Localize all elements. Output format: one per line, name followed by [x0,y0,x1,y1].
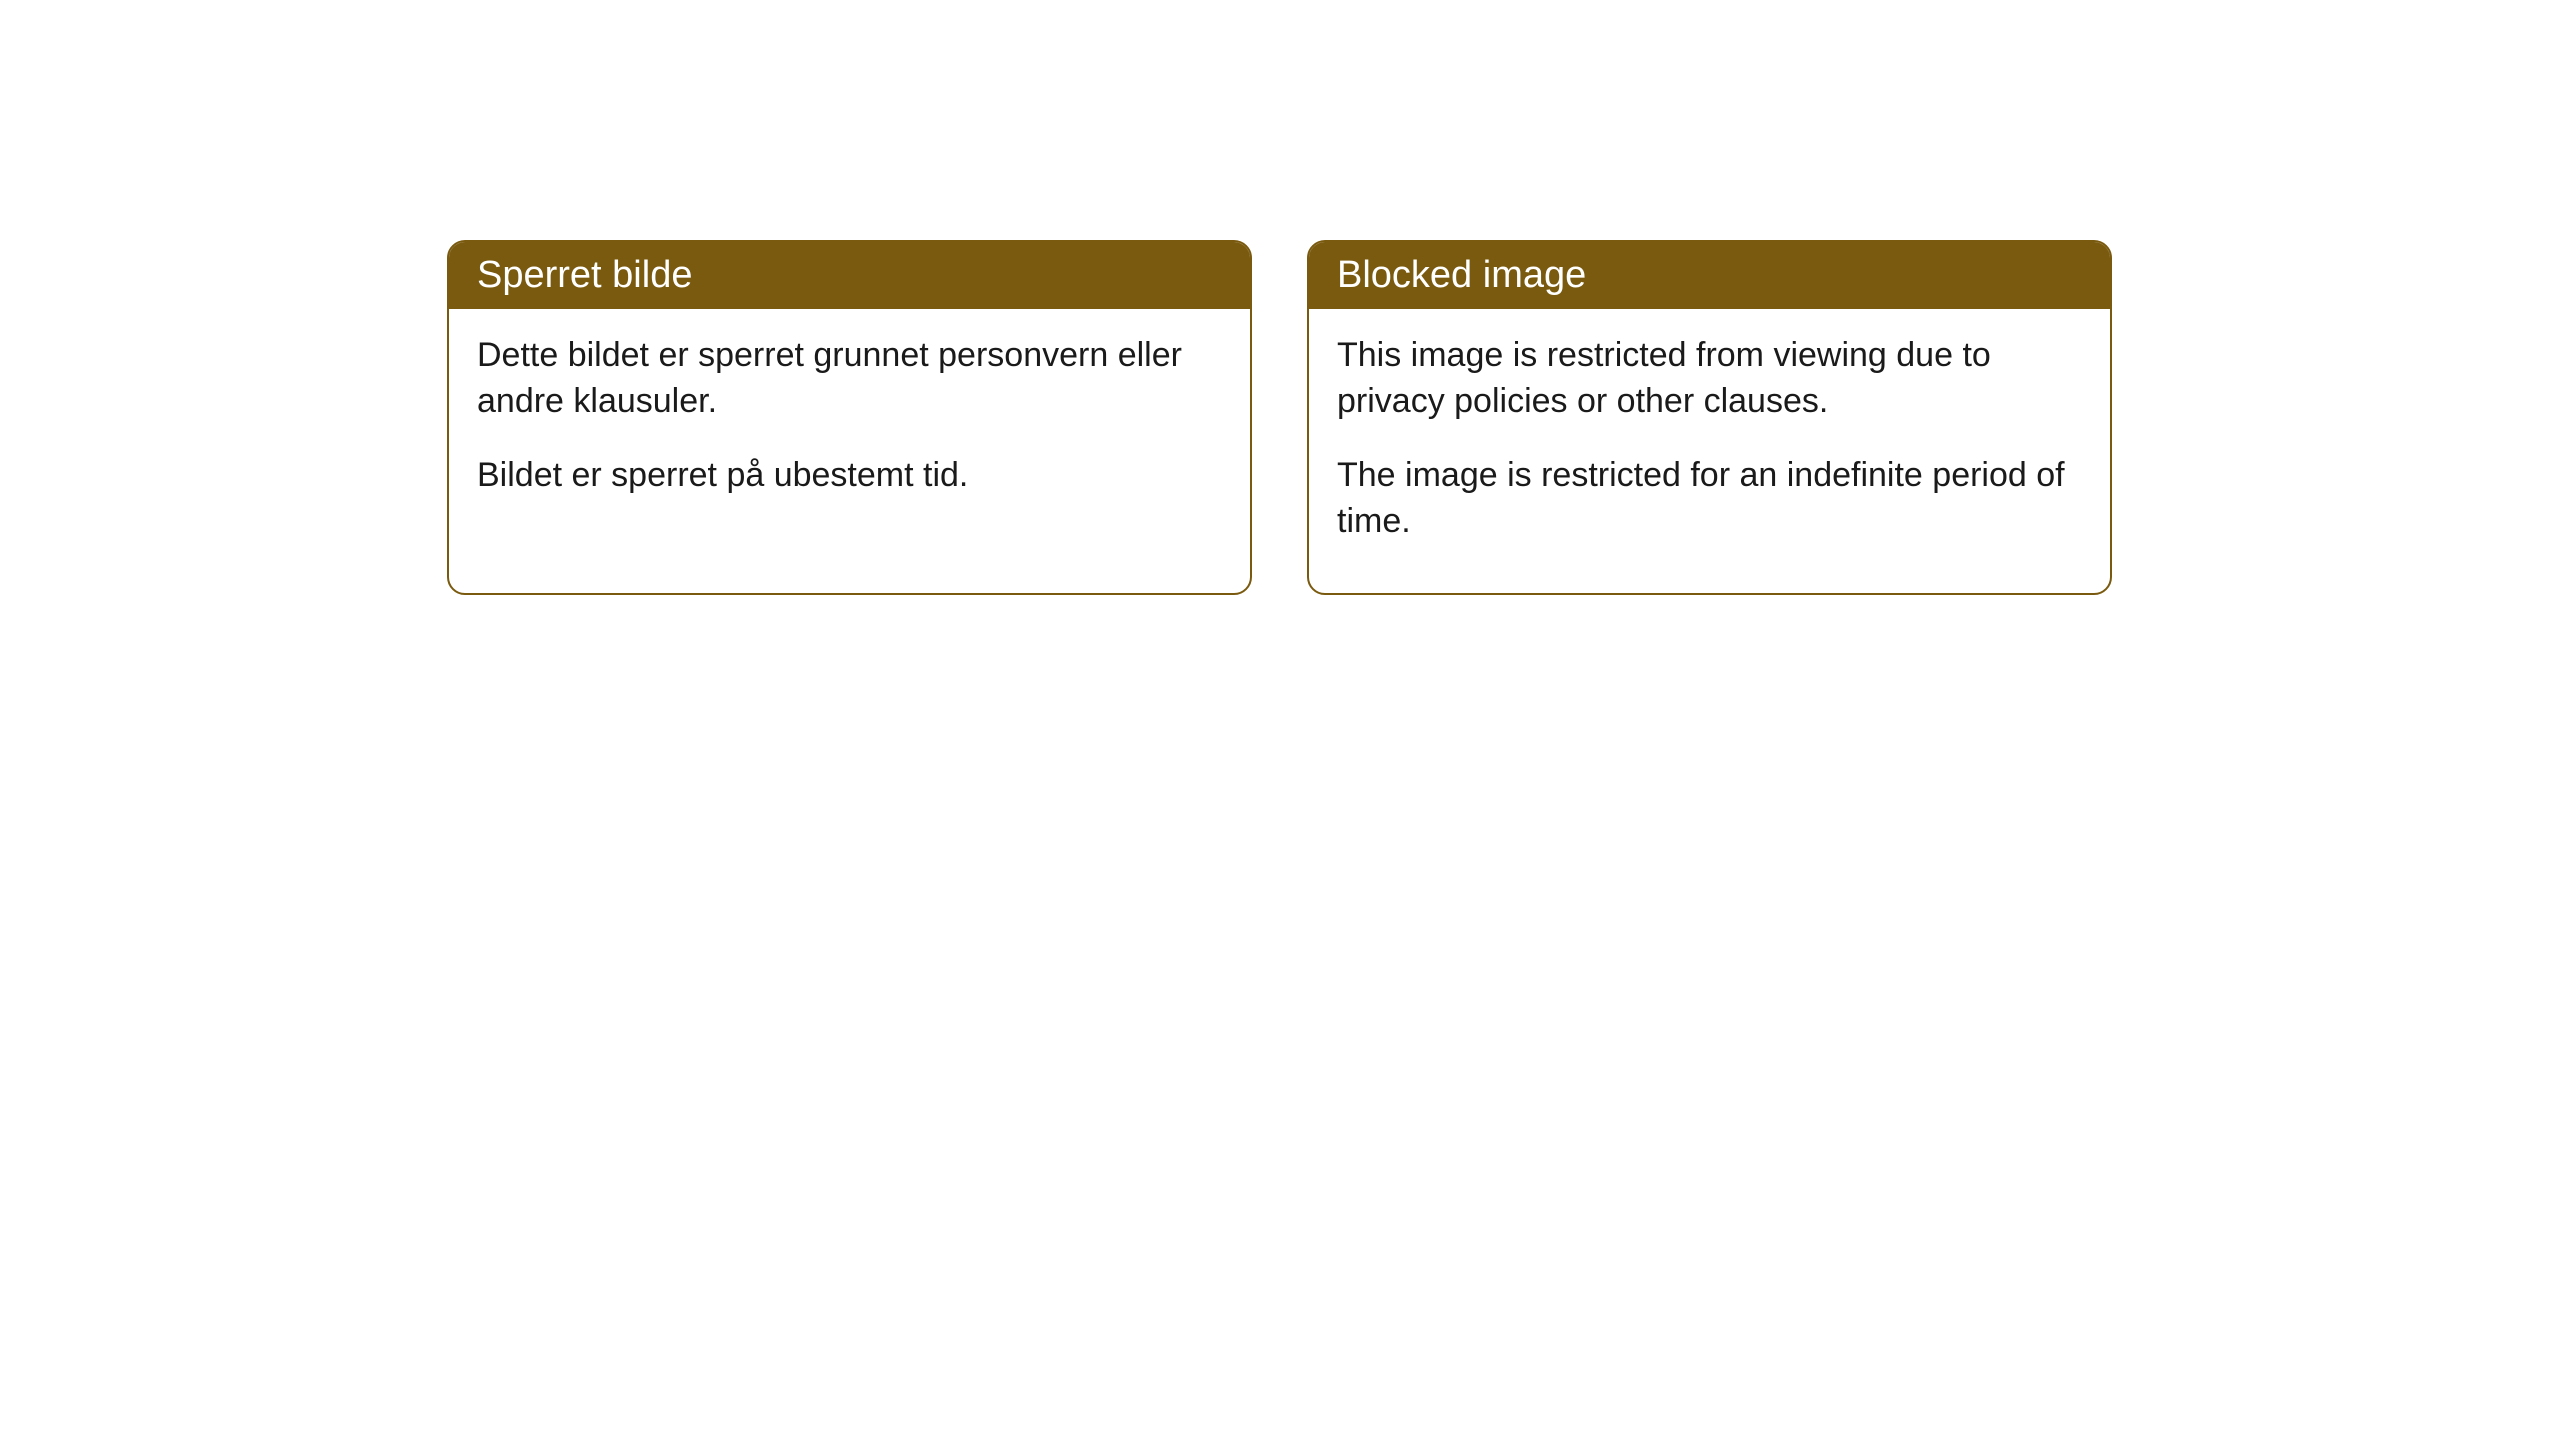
card-header-en: Blocked image [1309,242,2110,309]
card-text-no-2: Bildet er sperret på ubestemt tid. [477,453,1222,499]
card-body-en: This image is restricted from viewing du… [1309,309,2110,593]
card-header-no: Sperret bilde [449,242,1250,309]
notice-cards-container: Sperret bilde Dette bildet er sperret gr… [447,240,2112,595]
blocked-image-card-no: Sperret bilde Dette bildet er sperret gr… [447,240,1252,595]
card-text-no-1: Dette bildet er sperret grunnet personve… [477,333,1222,425]
card-title-no: Sperret bilde [477,254,692,296]
blocked-image-card-en: Blocked image This image is restricted f… [1307,240,2112,595]
card-text-en-2: The image is restricted for an indefinit… [1337,453,2082,545]
card-body-no: Dette bildet er sperret grunnet personve… [449,309,1250,547]
card-title-en: Blocked image [1337,254,1586,296]
card-text-en-1: This image is restricted from viewing du… [1337,333,2082,425]
